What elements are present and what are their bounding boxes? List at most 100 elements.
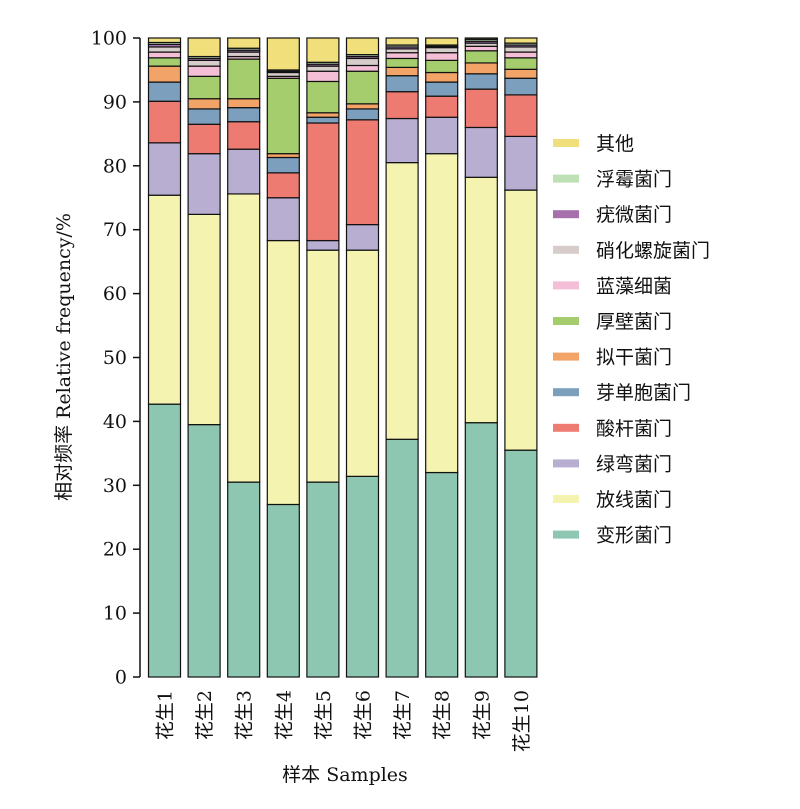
y-tick-label: 20 — [103, 539, 127, 561]
y-tick-label: 50 — [103, 347, 127, 369]
bar-segment — [385, 75, 419, 93]
legend-swatch — [553, 139, 579, 147]
bar-segment — [345, 57, 380, 67]
bar-segment — [306, 112, 340, 118]
x-tick-label: 花生6 — [353, 690, 375, 740]
bar-segment — [464, 45, 498, 52]
legend-swatch — [553, 245, 579, 254]
bar-segment — [385, 37, 419, 46]
bars-layer — [147, 37, 538, 678]
axes-layer: 花生1 花生2 花生3 花生4 花生5 花生6 花生7 花生8 花生9 花生10 0 10 20 30 40… — [91, 28, 533, 753]
bar-segment — [266, 197, 300, 242]
bar-segment — [504, 449, 538, 678]
legend-swatch — [553, 459, 579, 468]
bar-segment — [306, 116, 340, 124]
bar-segment — [306, 37, 340, 63]
bar-segment — [464, 37, 498, 40]
y-axis-title: 相对频率 Relative frequency/% — [53, 213, 75, 501]
bar-segment — [306, 122, 340, 242]
bar-segment — [147, 194, 182, 405]
bar-segment — [425, 46, 459, 54]
bar-segment — [306, 239, 340, 251]
y-tick-label: 40 — [103, 411, 127, 433]
bar-segment — [266, 239, 300, 506]
bar-segment — [385, 66, 419, 77]
bar-segment — [464, 50, 498, 64]
bar-segment — [227, 121, 261, 150]
bar-segment — [187, 65, 221, 77]
bar-segment — [227, 148, 261, 195]
bar-segment — [187, 153, 221, 215]
bar-segment — [266, 503, 300, 678]
bar-segment — [147, 142, 182, 196]
bar-segment — [345, 249, 380, 477]
bar-segment — [187, 59, 221, 67]
bar-segment — [504, 68, 538, 79]
legend-label: 厚壁菌门 — [596, 311, 672, 333]
bar-segment — [425, 37, 459, 46]
bar-segment — [187, 213, 221, 426]
bar-segment — [504, 189, 538, 451]
bar-segment — [345, 108, 380, 121]
bar-segment — [266, 37, 300, 71]
bar-segment — [425, 153, 459, 474]
bar-segment — [147, 57, 182, 67]
legend-swatch — [553, 352, 579, 361]
bar-segment — [464, 62, 498, 75]
x-tick-label: 花生10 — [511, 690, 533, 752]
legend-label: 芽单胞菌门 — [596, 382, 691, 404]
bar-segment — [504, 77, 538, 96]
y-tick-label: 80 — [103, 155, 127, 177]
legend-swatch — [553, 388, 579, 397]
y-tick-label: 100 — [91, 28, 127, 50]
x-tick-label: 花生5 — [313, 690, 335, 740]
bar-segment — [425, 52, 459, 61]
bar-segment — [227, 58, 261, 100]
y-tick-label: 10 — [103, 603, 127, 625]
bar-segment — [147, 100, 182, 144]
bar-segment — [227, 98, 261, 109]
bar-segment — [187, 75, 221, 100]
legend-label: 拟干菌门 — [596, 347, 672, 369]
x-tick-label: 花生4 — [273, 690, 295, 740]
bar-segment — [504, 51, 538, 59]
x-axis-title: 样本 Samples — [282, 764, 408, 786]
legend-label: 放线菌门 — [596, 489, 672, 511]
bar-segment — [425, 71, 459, 83]
legend-swatch — [553, 317, 579, 325]
legend-label: 蓝藻细菌 — [596, 275, 672, 297]
bar-segment — [147, 81, 182, 102]
bar-segment — [385, 91, 419, 120]
bar-segment — [345, 119, 380, 226]
bar-segment — [306, 481, 340, 678]
x-tick-label: 花生3 — [234, 690, 256, 740]
y-tick-label: 0 — [115, 667, 127, 689]
bar-segment — [464, 176, 498, 424]
bar-segment — [345, 64, 380, 72]
bar-segment — [147, 46, 182, 53]
bar-segment — [504, 46, 538, 53]
bar-segment — [385, 117, 419, 164]
bar-segment — [227, 193, 261, 483]
bar-segment — [266, 172, 300, 199]
legend-label: 硝化螺旋菌门 — [596, 240, 710, 262]
x-tick-label: 花生2 — [194, 690, 216, 740]
bar-segment — [385, 52, 419, 60]
x-tick-label: 花生8 — [432, 690, 454, 740]
bar-segment — [385, 57, 419, 68]
legend-label: 浮霉菌门 — [596, 169, 672, 191]
bar-segment — [227, 37, 261, 49]
bar-segment — [425, 95, 459, 118]
bar-segment — [385, 438, 419, 678]
bar-segment — [504, 135, 538, 191]
bar-segment — [227, 107, 261, 123]
bar-segment — [187, 37, 221, 58]
bar-segment — [464, 88, 498, 129]
bar-segment — [345, 103, 380, 110]
y-tick-label: 30 — [103, 475, 127, 497]
bar-segment — [187, 123, 221, 155]
bar-segment — [425, 81, 459, 97]
bar-segment — [464, 422, 498, 678]
y-tick-label: 90 — [103, 91, 127, 113]
y-tick-label: 70 — [103, 219, 127, 241]
